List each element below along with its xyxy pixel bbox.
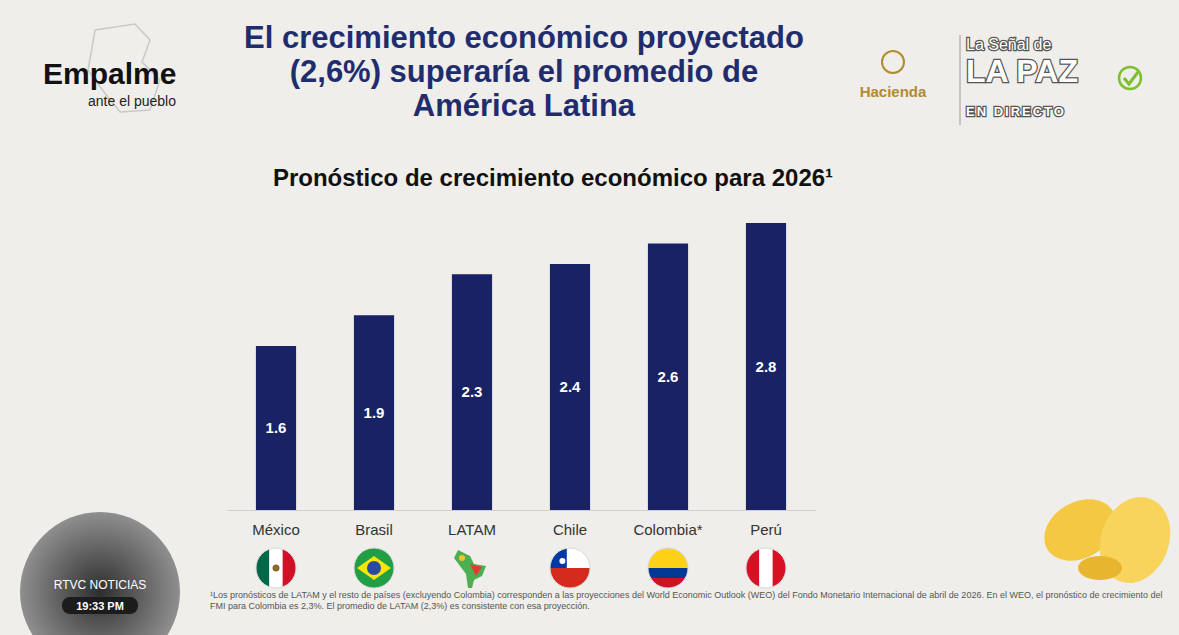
rtvc-badge (20, 512, 180, 635)
annotation: ante el pueblo (88, 93, 176, 109)
x-tick-label: Chile (553, 521, 587, 538)
data-label: 2.4 (560, 378, 582, 395)
flag-icon (550, 548, 590, 588)
annotation: RTVC NOTICIAS (54, 578, 146, 592)
annotation: EN DIRECTO (966, 104, 1066, 119)
data-label: 2.6 (658, 368, 679, 385)
x-axis: México Brasil LATAM Chile Colombia* Perú (228, 510, 816, 538)
emblem (882, 51, 904, 73)
x-axis-line (228, 510, 816, 511)
x-tick-label: LATAM (448, 521, 496, 538)
subtitle: Pronóstico de crecimiento económico para… (273, 164, 833, 191)
bar (354, 315, 394, 510)
x-tick: Colombia* (633, 510, 702, 538)
annotation: Hacienda (860, 83, 927, 100)
bar (550, 264, 590, 510)
clock-pill (62, 597, 138, 614)
butterfly (1033, 487, 1179, 593)
annotation: 19:33 PM (76, 600, 124, 612)
flag-ring (550, 548, 590, 588)
x-tick: México (252, 510, 300, 538)
bar (746, 223, 786, 510)
annotation: La Señal de (966, 36, 1052, 53)
flag-icon (648, 548, 688, 588)
data-label: 1.6 (266, 419, 287, 436)
x-tick: Brasil (355, 510, 393, 538)
x-tick-label: Colombia* (633, 521, 702, 538)
bar (256, 346, 296, 510)
flag-icon (256, 548, 296, 588)
x-tick-label: México (252, 521, 300, 538)
title: El crecimiento económico proyectado(2,6%… (244, 20, 804, 123)
footnote: ¹Los pronósticos de LATAM y el resto de … (210, 590, 1162, 611)
check-icon (1124, 72, 1138, 84)
flag-ring (746, 548, 786, 588)
data-labels: 1.6 1.9 2.3 2.4 2.6 2.8 (266, 358, 777, 437)
data-label: 2.8 (756, 358, 777, 375)
chart: El crecimiento económico proyectado(2,6%… (0, 0, 1179, 635)
flag-ring (354, 548, 394, 588)
data-label: 2.3 (462, 383, 483, 400)
x-tick: LATAM (448, 510, 496, 538)
bar (452, 274, 492, 510)
background (0, 0, 1179, 635)
bars (256, 223, 786, 510)
latam-icon (454, 550, 486, 588)
flag-icon (746, 548, 786, 588)
flag-ring (648, 548, 688, 588)
annotation: Empalme (43, 57, 176, 90)
x-tick-label: Perú (750, 521, 782, 538)
x-tick: Perú (750, 510, 782, 538)
flag-ring (256, 548, 296, 588)
check-icon (1119, 67, 1141, 89)
annotation: LA PAZ (966, 53, 1078, 89)
x-tick-label: Brasil (355, 521, 393, 538)
data-label: 1.9 (364, 404, 385, 421)
flags (256, 548, 786, 588)
separator (960, 35, 961, 125)
bar (648, 244, 688, 511)
x-tick: Chile (553, 510, 587, 538)
flag-icon (354, 548, 394, 588)
